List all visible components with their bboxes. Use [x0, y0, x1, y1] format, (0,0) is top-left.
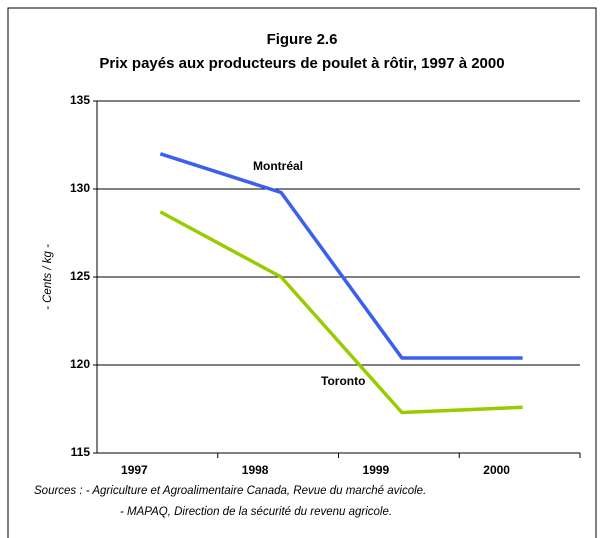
x-tick-label: 1999 — [363, 463, 390, 477]
y-tick-label: 130 — [70, 181, 90, 195]
y-axis-label: - Cents / kg - — [42, 244, 54, 310]
x-tick-label: 1998 — [242, 463, 269, 477]
x-tick-label: 2000 — [483, 463, 510, 477]
y-tick-label: 115 — [71, 445, 91, 459]
series-label: Toronto — [321, 374, 365, 388]
x-tick-label: 1997 — [121, 463, 148, 477]
y-tick-label: 120 — [70, 357, 90, 371]
line-series — [159, 152, 523, 360]
source-line: - MAPAQ, Direction de la sécurité du rev… — [120, 506, 392, 518]
frame — [7, 7, 597, 538]
chart-subtitle: Prix payés aux producteurs de poulet à r… — [99, 55, 504, 72]
line-series — [159, 210, 523, 415]
y-tick-label: 135 — [70, 93, 90, 107]
y-tick-label: 125 — [70, 269, 90, 283]
series-label: Montréal — [253, 159, 303, 173]
source-line: Sources : - Agriculture et Agroalimentai… — [34, 485, 426, 497]
chart-title: Figure 2.6 — [267, 31, 338, 48]
